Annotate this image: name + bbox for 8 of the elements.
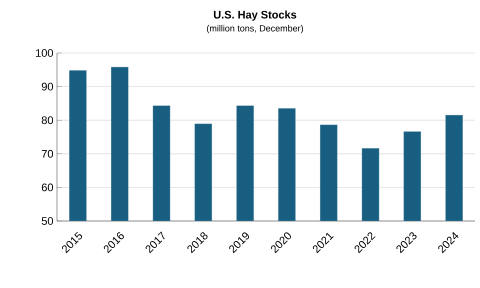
y-tick-label: 70 xyxy=(42,150,54,158)
y-tick-label: 60 xyxy=(42,184,54,192)
y-tick-label: 80 xyxy=(42,116,54,124)
chart-title: U.S. Hay Stocks xyxy=(214,10,296,21)
y-tick-label: 90 xyxy=(42,82,54,90)
y-tick-label: 100 xyxy=(36,49,54,57)
y-tick-label: 50 xyxy=(42,217,54,225)
chart-subtitle: (million tons, December) xyxy=(206,24,304,34)
